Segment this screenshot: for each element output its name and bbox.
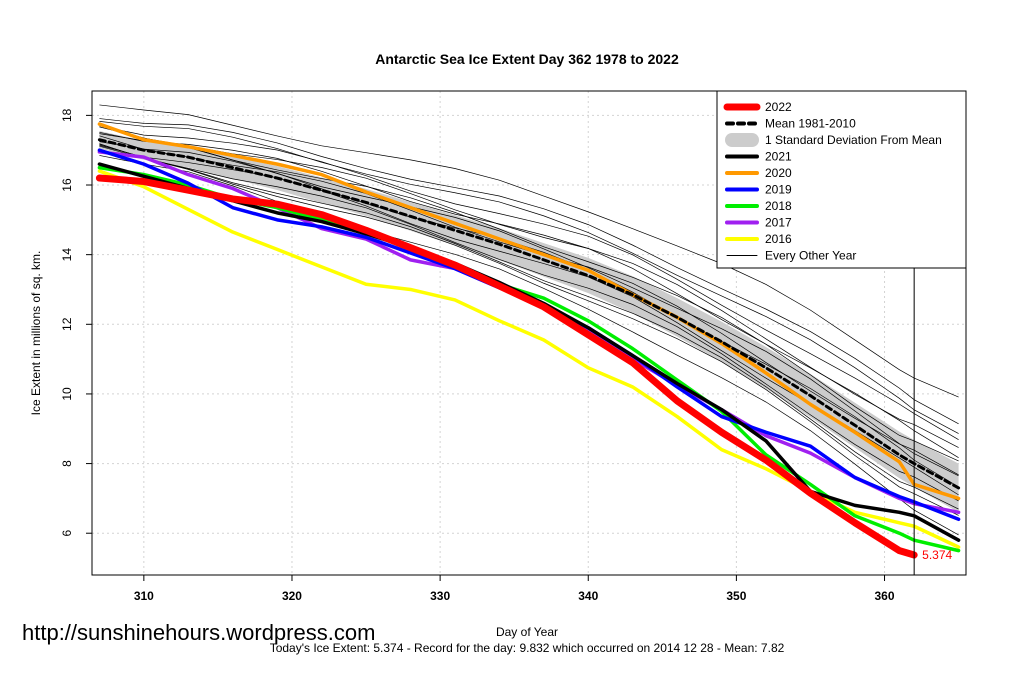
y-tick-label-8: 8 <box>60 460 74 467</box>
legend-label-1: Mean 1981-2010 <box>765 117 856 131</box>
chart-title: Antarctic Sea Ice Extent Day 362 1978 to… <box>375 51 679 67</box>
thin-year-line <box>99 125 959 441</box>
x-tick-label-360: 360 <box>875 589 895 603</box>
legend-label-4: 2020 <box>765 166 792 180</box>
x-tick-label-310: 310 <box>134 589 154 603</box>
thin-year-line <box>99 118 959 425</box>
thin-year-line <box>99 143 959 502</box>
legend-label-6: 2018 <box>765 199 792 213</box>
legend-label-0: 2022 <box>765 100 792 114</box>
y-tick-label-14: 14 <box>60 248 74 262</box>
legend-label-7: 2017 <box>765 216 792 230</box>
thin-year-line <box>99 125 959 448</box>
x-tick-label-330: 330 <box>430 589 450 603</box>
x-axis: 310 320 330 340 350 360 <box>134 575 895 603</box>
legend-swatch-band <box>725 133 759 147</box>
legend-label-5: 2019 <box>765 183 792 197</box>
thin-year-line <box>99 131 959 458</box>
series-line-mean-1981-2010 <box>97 138 961 490</box>
thin-year-line <box>99 133 959 477</box>
legend-label-9: Every Other Year <box>765 249 856 263</box>
thin-year-line <box>99 126 959 462</box>
x-axis-label: Day of Year <box>496 625 558 639</box>
legend-label-8: 2016 <box>765 232 792 246</box>
legend-label-2: 1 Standard Deviation From Mean <box>765 133 942 147</box>
series-lines <box>95 122 961 559</box>
thin-year-line <box>99 155 959 536</box>
grid-lines <box>92 91 966 575</box>
last-value-label: 5.374 <box>922 548 952 562</box>
plot-frame <box>91 90 967 576</box>
thin-year-line <box>99 141 959 488</box>
x-tick-label-340: 340 <box>578 589 598 603</box>
thin-year-line <box>99 104 959 398</box>
source-url: http://sunshinehours.wordpress.com <box>22 620 375 645</box>
footer-stats: Today's Ice Extent: 5.374 - Record for t… <box>270 641 785 655</box>
x-tick-label-320: 320 <box>282 589 302 603</box>
y-tick-label-6: 6 <box>60 530 74 537</box>
series-line-2020 <box>97 122 961 501</box>
y-axis: 6 8 10 12 14 16 18 <box>60 108 92 537</box>
y-tick-label-16: 16 <box>60 178 74 192</box>
x-tick-label-350: 350 <box>726 589 746 603</box>
y-axis-label: Ice Extent in millions of sq. km. <box>29 251 43 416</box>
y-tick-label-18: 18 <box>60 108 74 122</box>
legend-label-3: 2021 <box>765 150 792 164</box>
thin-year-line <box>99 121 959 434</box>
thin-year-line <box>99 145 959 516</box>
thin-year-line <box>99 143 959 510</box>
legend: 2022 Mean 1981-2010 1 Standard Deviation F… <box>716 90 967 269</box>
y-tick-label-12: 12 <box>60 317 74 331</box>
y-tick-label-10: 10 <box>60 387 74 401</box>
series-line-2022 <box>95 174 918 559</box>
